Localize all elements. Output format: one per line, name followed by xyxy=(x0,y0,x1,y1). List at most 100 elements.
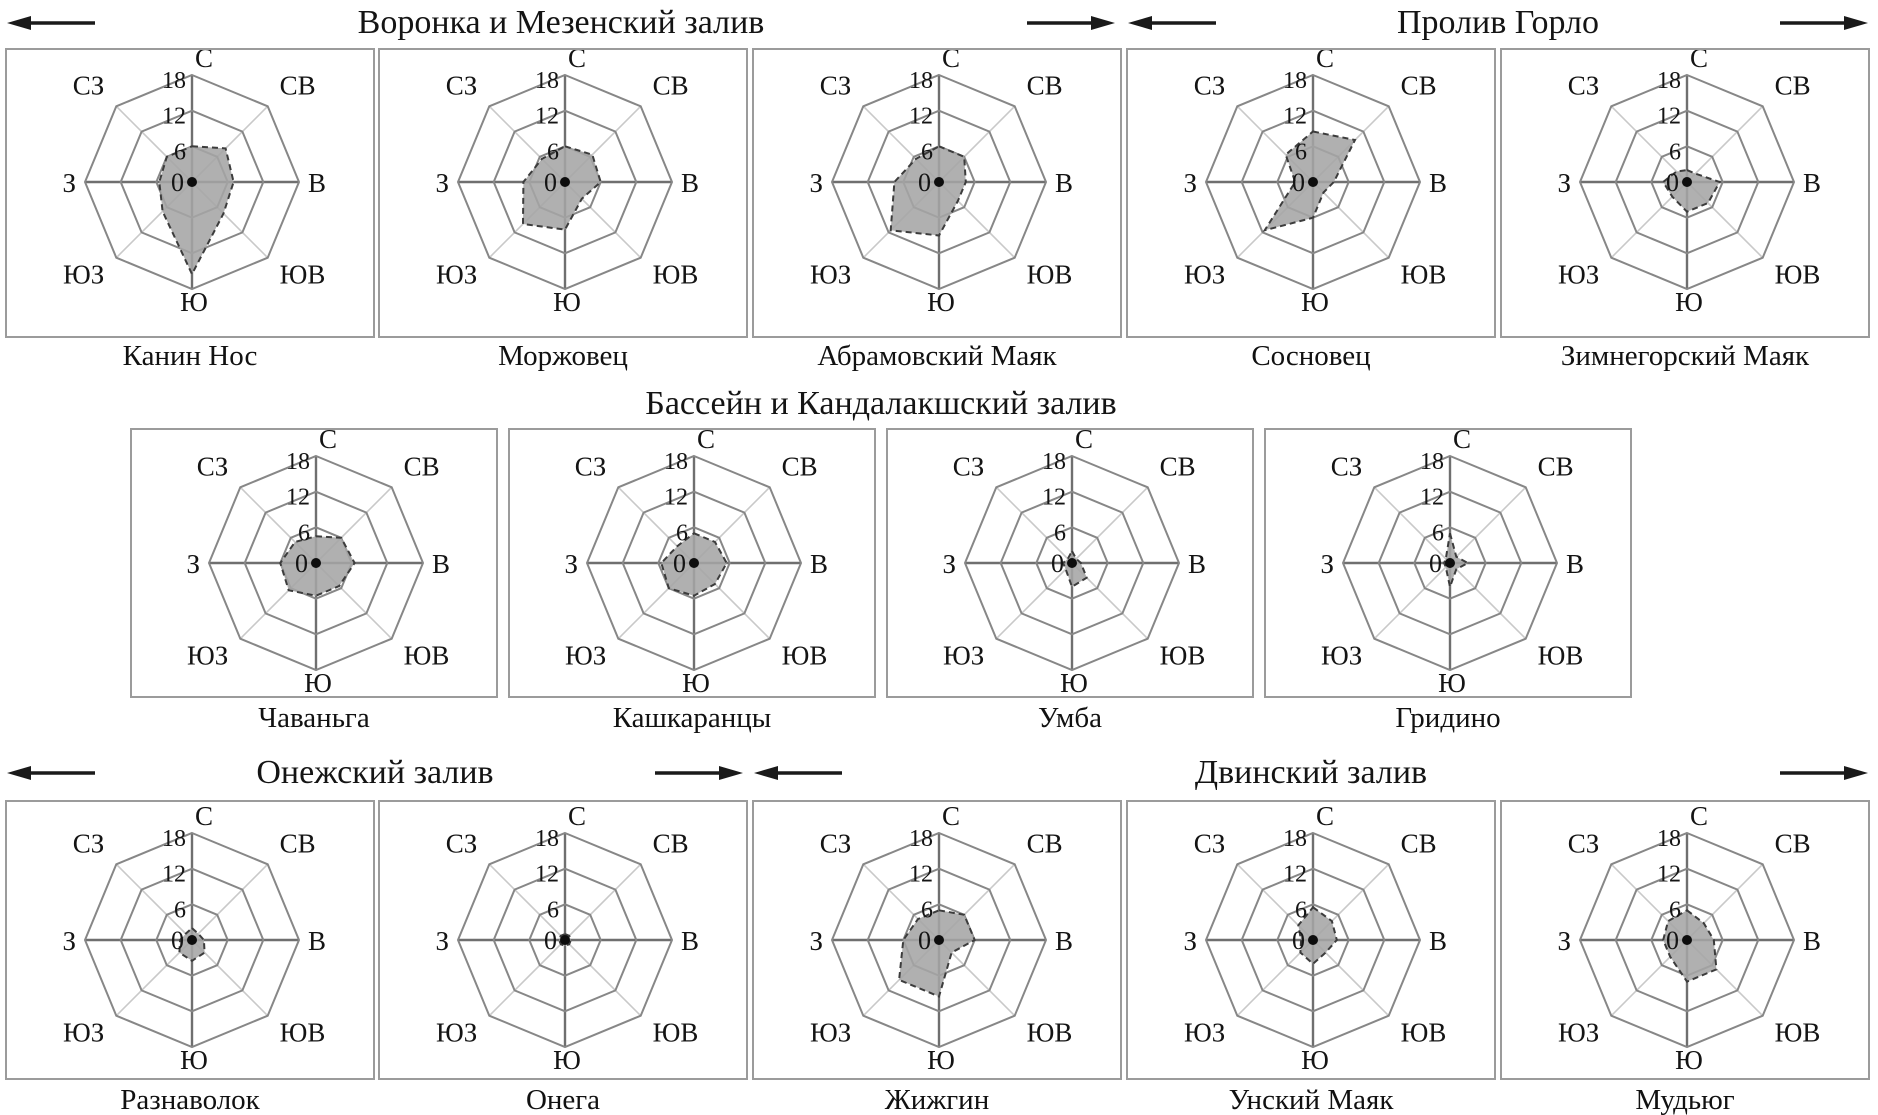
radial-tick-label: 6 xyxy=(1295,897,1307,923)
direction-label: Ю xyxy=(1060,668,1088,696)
direction-label: СВ xyxy=(1027,828,1063,858)
station-caption: Унский Маяк xyxy=(1228,1084,1394,1115)
section-header: Бассейн и Кандалакшский залив xyxy=(130,382,1632,426)
direction-label: З xyxy=(186,549,200,579)
direction-label: С xyxy=(1690,50,1708,73)
radar-chart: 18 12 6 0 С СВ В ЮВ Ю ЮЗ З СЗ xyxy=(1320,424,1584,698)
radar-data-polygon xyxy=(1662,909,1718,983)
radar-ring xyxy=(1341,454,1559,672)
radial-tick-label: 12 xyxy=(1283,104,1307,130)
chart-box: 18 12 6 0 С СВ В ЮВ Ю ЮЗ З СЗ xyxy=(752,43,1122,338)
radial-tick-label: 18 xyxy=(909,826,933,852)
radar-ring xyxy=(1204,831,1422,1049)
direction-label: С xyxy=(942,50,960,73)
center-marker-icon xyxy=(311,558,321,568)
direction-label: Ю xyxy=(927,1045,955,1075)
radial-tick-label: 6 xyxy=(174,139,186,165)
direction-label: ЮЗ xyxy=(810,1018,851,1048)
radial-tick-label: 0 xyxy=(918,926,931,955)
center-marker-icon xyxy=(934,177,944,187)
direction-label: В xyxy=(432,549,450,579)
arrow-left-icon xyxy=(7,766,95,780)
radar-ring xyxy=(1035,526,1109,600)
direction-label: Ю xyxy=(1301,1045,1329,1075)
radar-chart: 18 12 6 0 С СВ В ЮВ Ю ЮЗ З СЗ xyxy=(809,43,1073,317)
radial-tick-label: 12 xyxy=(1420,485,1444,511)
radial-tick-label: 6 xyxy=(676,520,688,546)
chart-box: 18 12 6 0 С СВ В ЮВ Ю ЮЗ З СЗ xyxy=(1500,43,1870,338)
radial-tick-label: 12 xyxy=(535,104,559,130)
direction-label: ЮВ xyxy=(1401,260,1447,290)
direction-label: Ю xyxy=(1675,1045,1703,1075)
radial-tick-label: 12 xyxy=(1042,485,1066,511)
radar-data-polygon xyxy=(1661,169,1722,213)
direction-label: СВ xyxy=(1775,828,1811,858)
center-marker-icon xyxy=(187,177,197,187)
radial-tick-label: 18 xyxy=(1283,68,1307,94)
radar-ring xyxy=(1413,526,1487,600)
radar-data-polygon xyxy=(1443,533,1470,591)
radar-chart: 18 12 6 0 С СВ В ЮВ Ю ЮЗ З СЗ xyxy=(62,43,326,317)
direction-label: ЮВ xyxy=(1775,1018,1821,1048)
station-caption: Моржовец xyxy=(498,340,628,372)
direction-label: В xyxy=(681,926,699,956)
direction-label: СВ xyxy=(1027,70,1063,100)
direction-label: С xyxy=(568,50,586,73)
radar-spoke xyxy=(1373,562,1451,640)
radial-tick-label: 0 xyxy=(544,168,557,197)
radar-ring xyxy=(155,903,229,977)
direction-label: В xyxy=(308,168,326,198)
radial-tick-label: 12 xyxy=(286,485,310,511)
direction-label: ЮВ xyxy=(653,1018,699,1048)
radar-ring xyxy=(657,526,731,600)
radar-chart: 18 12 6 0 С СВ В ЮВ Ю ЮЗ З СЗ xyxy=(809,801,1073,1075)
radial-tick-label: 0 xyxy=(171,926,184,955)
direction-label: Ю xyxy=(553,1045,581,1075)
direction-label: В xyxy=(1429,168,1447,198)
radial-tick-label: 18 xyxy=(664,449,688,475)
station-caption: Канин Нос xyxy=(122,340,258,372)
radar-spoke xyxy=(115,863,193,941)
direction-label: ЮВ xyxy=(1160,641,1206,671)
section-title: Воронка и Мезенский залив xyxy=(357,4,765,41)
radial-tick-label: 0 xyxy=(295,549,308,578)
direction-label: С xyxy=(1453,430,1471,454)
radar-spoke xyxy=(1071,486,1149,564)
radar-ring xyxy=(119,867,265,1013)
radial-tick-label: 6 xyxy=(1669,897,1681,923)
radar-ring xyxy=(207,454,425,672)
radar-spoke xyxy=(995,562,1073,640)
radial-tick-label: 6 xyxy=(1295,139,1307,165)
radial-tick-label: 18 xyxy=(1657,826,1681,852)
radial-tick-label: 12 xyxy=(1657,862,1681,888)
direction-label: ЮВ xyxy=(1538,641,1584,671)
direction-label: С xyxy=(319,430,337,454)
direction-label: ЮЗ xyxy=(1184,260,1225,290)
radial-tick-label: 6 xyxy=(921,897,933,923)
radar-spoke xyxy=(1686,105,1764,183)
chart-box: 18 12 6 0 С СВ В ЮВ Ю ЮЗ З СЗ xyxy=(508,424,876,698)
radial-tick-label: 0 xyxy=(544,926,557,955)
radar-data-polygon xyxy=(898,909,976,998)
radar-spoke xyxy=(1610,105,1688,183)
station-caption: Онега xyxy=(525,1084,601,1115)
radial-tick-label: 6 xyxy=(174,897,186,923)
radar-ring xyxy=(830,73,1048,291)
radar-chart: 18 12 6 0 С СВ В ЮВ Ю ЮЗ З СЗ xyxy=(186,424,450,698)
direction-label: СЗ xyxy=(820,828,852,858)
arrow-left-icon xyxy=(754,766,842,780)
chart-box: 18 12 6 0 С СВ В ЮВ Ю ЮЗ З СЗ xyxy=(1500,800,1870,1080)
radar-ring xyxy=(243,490,389,636)
radial-tick-label: 6 xyxy=(547,139,559,165)
radial-tick-label: 0 xyxy=(171,168,184,197)
direction-label: Ю xyxy=(1675,287,1703,317)
direction-label: В xyxy=(1803,168,1821,198)
radar-spoke xyxy=(1312,181,1390,259)
direction-label: СВ xyxy=(653,828,689,858)
direction-label: ЮЗ xyxy=(436,260,477,290)
direction-label: СВ xyxy=(1538,451,1574,481)
direction-label: ЮВ xyxy=(280,1018,326,1048)
direction-label: С xyxy=(568,802,586,831)
direction-label: Ю xyxy=(682,668,710,696)
chart-box: 18 12 6 0 С СВ В ЮВ Ю ЮЗ З СЗ xyxy=(752,800,1122,1080)
